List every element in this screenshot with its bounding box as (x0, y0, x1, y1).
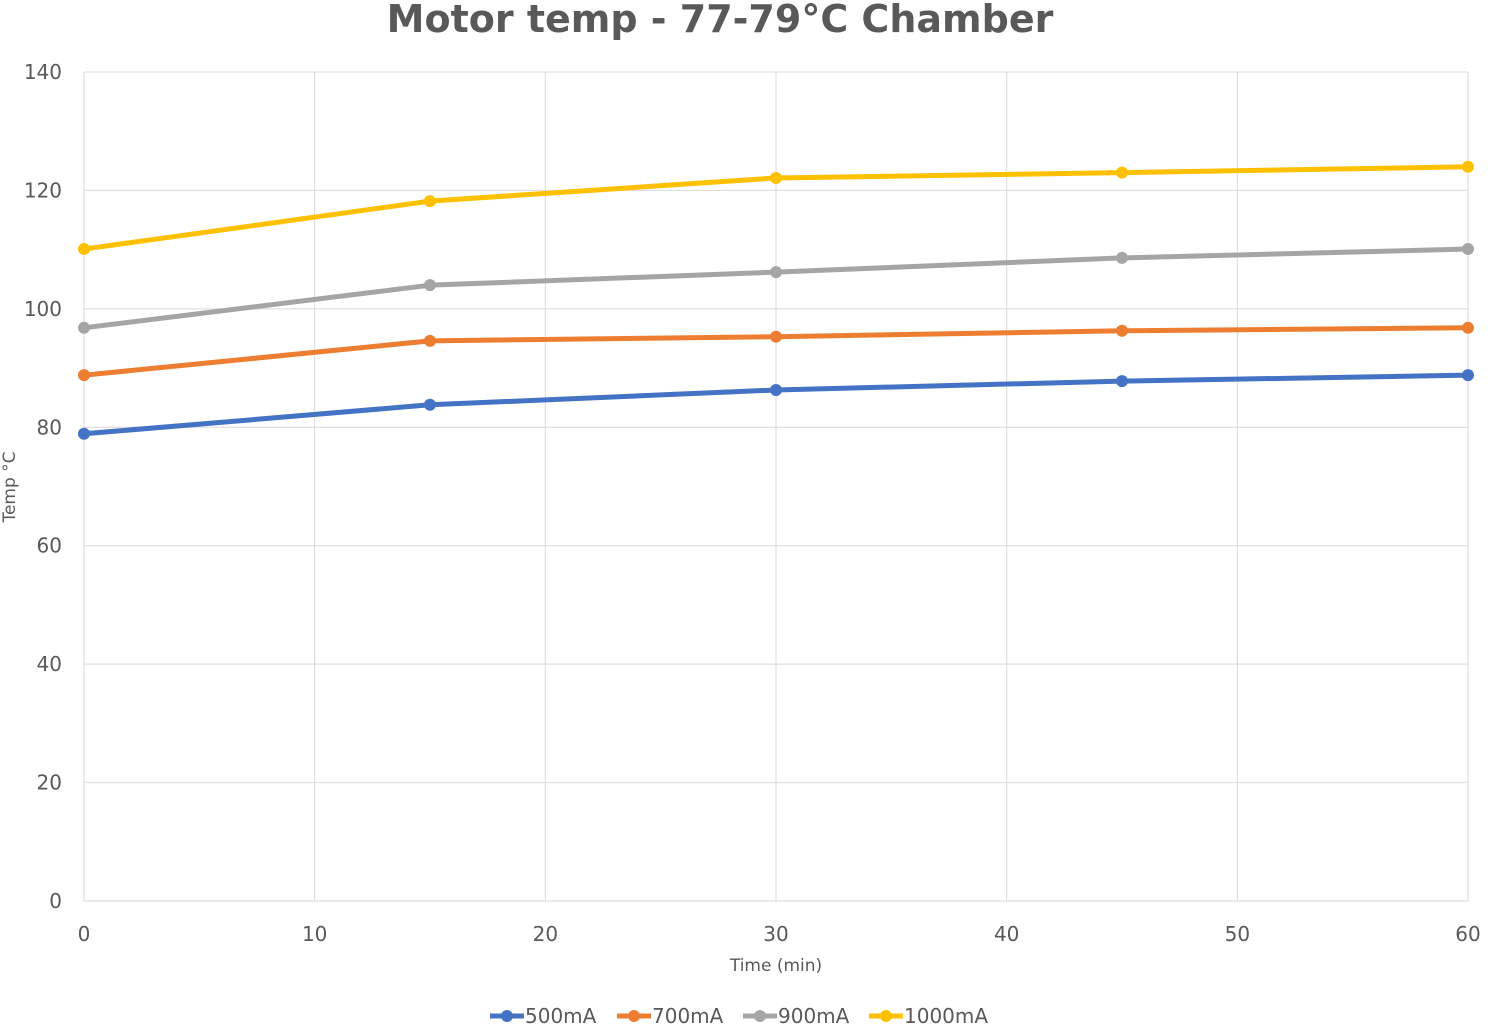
data-point-700mA (1462, 321, 1474, 334)
data-point-1000mA (770, 171, 782, 184)
data-point-500mA (424, 398, 436, 411)
legend-marker-1000mA (880, 1010, 892, 1022)
data-point-900mA (1462, 243, 1474, 256)
x-tick-label: 20 (533, 922, 558, 946)
data-point-1000mA (78, 243, 90, 256)
y-tick-label: 20 (37, 771, 62, 795)
data-point-1000mA (424, 195, 436, 208)
legend-marker-500mA (501, 1010, 513, 1022)
x-tick-label: 50 (1225, 922, 1250, 946)
y-tick-label: 40 (37, 652, 62, 676)
data-point-500mA (78, 427, 90, 440)
x-axis-label: Time (min) (729, 956, 822, 976)
chart-title: Motor temp - 77-79°C Chamber (387, 0, 1054, 41)
legend-label-900mA: 900mA (778, 1004, 850, 1024)
y-tick-label: 100 (24, 297, 62, 321)
tick-labels: 0 20 40 60 80 100 120 140 0 10 20 30 40 50 60 (24, 60, 1481, 946)
data-point-500mA (770, 383, 782, 396)
x-tick-label: 30 (763, 922, 788, 946)
data-point-700mA (424, 334, 436, 347)
y-tick-label: 140 (24, 60, 62, 84)
y-tick-label: 80 (37, 415, 62, 439)
data-point-500mA (1462, 369, 1474, 382)
x-tick-label: 40 (994, 922, 1019, 946)
y-tick-label: 0 (49, 889, 62, 913)
legend-marker-700mA (628, 1010, 640, 1022)
legend-label-1000mA: 1000mA (904, 1004, 988, 1024)
legend-marker-900mA (754, 1010, 766, 1022)
data-point-700mA (78, 369, 90, 382)
legend-label-500mA: 500mA (525, 1004, 597, 1024)
data-point-500mA (1116, 375, 1128, 388)
data-point-700mA (1116, 324, 1128, 337)
data-point-900mA (78, 321, 90, 334)
y-axis-label: Temp °C (0, 451, 20, 523)
x-tick-label: 60 (1455, 922, 1480, 946)
legend: 500mA 700mA 900mA 1000mA (490, 1004, 988, 1024)
data-point-900mA (1116, 251, 1128, 264)
data-point-700mA (770, 330, 782, 343)
data-point-900mA (770, 266, 782, 279)
x-tick-label: 0 (78, 922, 91, 946)
data-point-1000mA (1462, 160, 1474, 173)
data-point-900mA (424, 279, 436, 292)
y-tick-label: 120 (24, 178, 62, 202)
series-lines (78, 160, 1474, 440)
data-point-1000mA (1116, 166, 1128, 179)
y-tick-label: 60 (37, 534, 62, 558)
x-tick-label: 10 (302, 922, 327, 946)
gridlines (83, 71, 1469, 902)
legend-label-700mA: 700mA (652, 1004, 724, 1024)
